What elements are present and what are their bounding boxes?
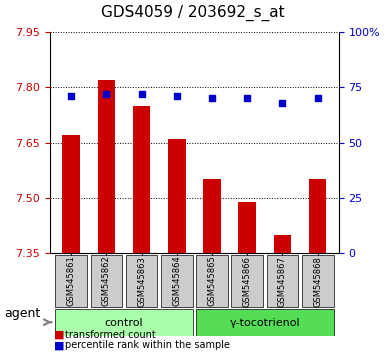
Bar — [62, 135, 80, 253]
Point — [280, 100, 286, 105]
FancyBboxPatch shape — [231, 255, 263, 307]
Bar — [133, 105, 151, 253]
Point — [244, 96, 250, 101]
Text: GSM545867: GSM545867 — [278, 256, 287, 307]
Point — [209, 96, 215, 101]
FancyBboxPatch shape — [55, 255, 87, 307]
Text: GSM545868: GSM545868 — [313, 256, 322, 307]
Bar — [309, 179, 326, 253]
Text: GSM545866: GSM545866 — [243, 256, 252, 307]
FancyBboxPatch shape — [55, 309, 192, 336]
Bar — [238, 202, 256, 253]
Point — [174, 93, 180, 99]
FancyBboxPatch shape — [161, 255, 192, 307]
Bar — [97, 80, 115, 253]
Bar — [274, 235, 291, 253]
Text: GSM545862: GSM545862 — [102, 256, 111, 307]
Bar — [168, 139, 186, 253]
FancyBboxPatch shape — [90, 255, 122, 307]
Text: percentile rank within the sample: percentile rank within the sample — [65, 340, 231, 350]
FancyBboxPatch shape — [196, 255, 228, 307]
Text: transformed count: transformed count — [65, 330, 156, 339]
Point — [139, 91, 145, 97]
FancyBboxPatch shape — [267, 255, 298, 307]
FancyBboxPatch shape — [196, 309, 333, 336]
Text: GSM545864: GSM545864 — [172, 256, 181, 307]
FancyBboxPatch shape — [302, 255, 333, 307]
Text: GSM545861: GSM545861 — [67, 256, 76, 307]
Text: GSM545863: GSM545863 — [137, 256, 146, 307]
Text: γ-tocotrienol: γ-tocotrienol — [229, 318, 300, 327]
Bar — [203, 179, 221, 253]
Point — [315, 96, 321, 101]
Text: ■: ■ — [54, 340, 64, 350]
FancyBboxPatch shape — [126, 255, 157, 307]
Text: agent: agent — [4, 307, 40, 320]
Text: ■: ■ — [54, 330, 64, 339]
Text: GDS4059 / 203692_s_at: GDS4059 / 203692_s_at — [101, 5, 284, 21]
Text: GSM545865: GSM545865 — [208, 256, 216, 307]
Point — [68, 93, 74, 99]
Point — [103, 91, 109, 97]
Text: control: control — [105, 318, 143, 327]
